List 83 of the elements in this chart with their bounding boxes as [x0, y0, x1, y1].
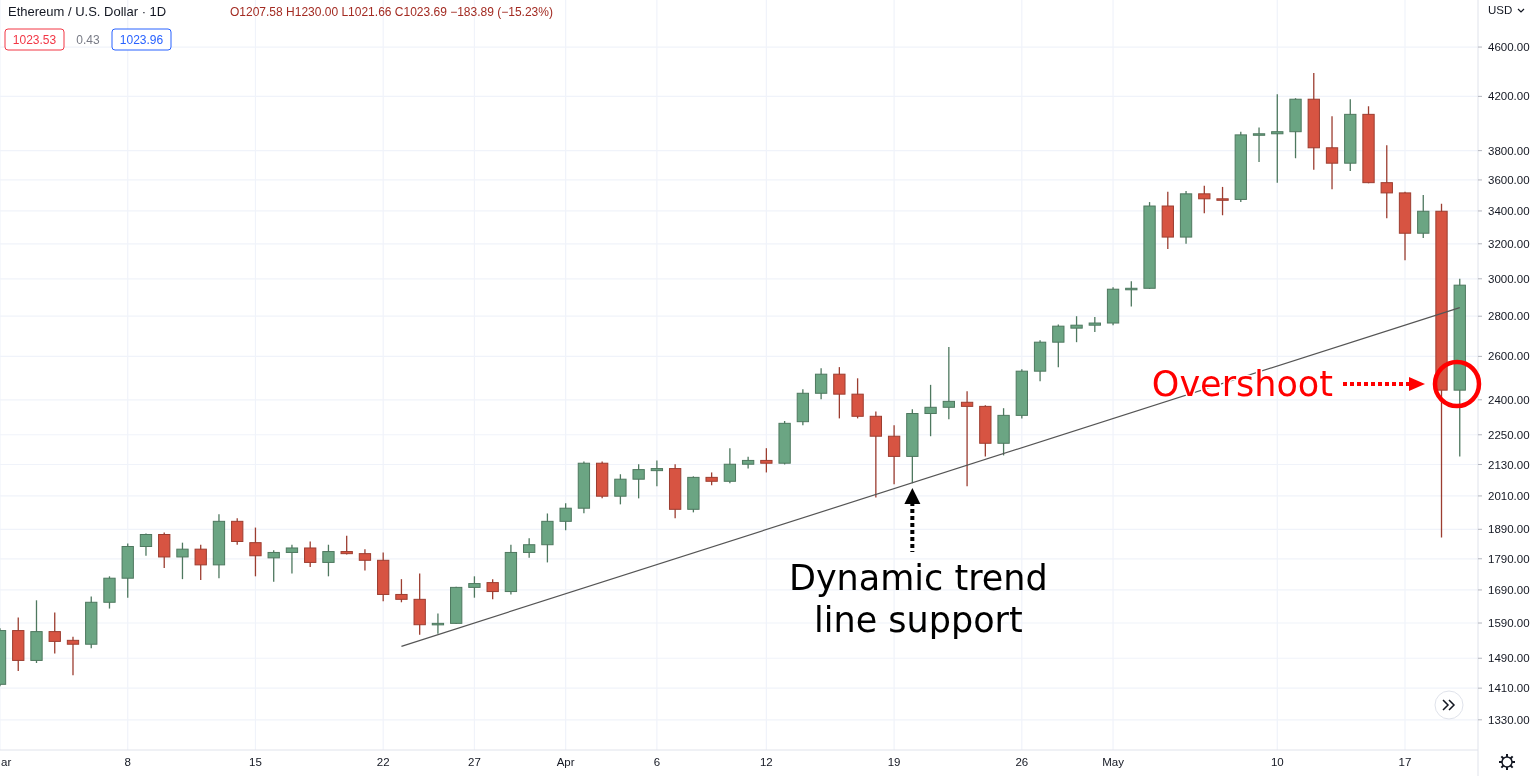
- x-tick-label: May: [1102, 756, 1125, 768]
- candlestick: [267, 549, 280, 583]
- candlestick: [924, 384, 937, 437]
- candlestick: [66, 636, 80, 676]
- candlestick: [176, 542, 189, 580]
- y-tick-label: 3000.00: [1488, 272, 1530, 285]
- candlestick: [723, 447, 737, 484]
- candlestick: [340, 535, 353, 556]
- candlestick: [194, 544, 207, 581]
- x-tick-label: 19: [887, 756, 901, 768]
- y-tick-label: 4200.00: [1488, 90, 1530, 103]
- candlestick: [814, 367, 828, 400]
- candlestick: [358, 548, 372, 572]
- candlestick: [1325, 115, 1339, 191]
- candlestick: [1417, 194, 1430, 239]
- candlestick: [869, 410, 883, 499]
- candlestick: [650, 459, 664, 487]
- y-tick-label: 3200.00: [1488, 237, 1530, 250]
- y-tick-label: 2800.00: [1488, 310, 1530, 323]
- y-tick-label: 1330.00: [1488, 713, 1530, 726]
- x-tick-label: 26: [1015, 756, 1029, 768]
- candlestick: [285, 544, 299, 575]
- candlestick: [960, 390, 974, 487]
- annotation: 1023.96: [119, 32, 164, 47]
- x-tick-label: 10: [1270, 756, 1284, 768]
- y-tick-label: 3400.00: [1488, 204, 1530, 217]
- candlestick: [833, 366, 846, 420]
- x-tick-label: 22: [376, 756, 390, 768]
- y-tick-label: 1790.00: [1488, 552, 1530, 565]
- y-tick-label: 2250.00: [1488, 428, 1530, 441]
- candlestick: [395, 578, 408, 603]
- annotation: Dynamic trend line support: [788, 557, 1048, 640]
- x-tick-label: 15: [249, 756, 262, 768]
- x-tick-label: 27: [468, 756, 481, 768]
- candlestick: [486, 578, 499, 600]
- x-tick-label: 8: [124, 756, 131, 768]
- candlestick: [851, 377, 864, 420]
- x-tick-label: ar: [1, 756, 12, 768]
- candlestick: [1380, 144, 1393, 219]
- y-tick-label: 2400.00: [1488, 393, 1530, 406]
- y-tick-label: 2600.00: [1488, 350, 1530, 363]
- y-tick-label: 1890.00: [1488, 523, 1530, 536]
- candlestick: [741, 456, 755, 470]
- y-tick-label: 1590.00: [1488, 617, 1530, 630]
- candlestick: [468, 575, 481, 599]
- candlestick: [158, 531, 171, 569]
- candlestick: [887, 424, 901, 485]
- x-tick-label: 17: [1398, 756, 1412, 768]
- y-tick-label: 3600.00: [1488, 173, 1530, 186]
- candlestick: [231, 517, 244, 546]
- candlestick: [1252, 126, 1266, 163]
- candlestick: [1070, 315, 1083, 343]
- x-tick-label: Apr: [556, 756, 575, 768]
- annotation: 1023.53: [12, 32, 57, 47]
- chart-title: Ethereum / U.S. Dollar · 1D: [8, 4, 167, 19]
- y-tick-label: 4600.00: [1488, 41, 1530, 54]
- candlestick: [1052, 323, 1065, 368]
- y-axis-title: USD: [1488, 4, 1513, 16]
- candlestick: [304, 540, 317, 568]
- candlestick: [1216, 186, 1229, 216]
- candlestick: [322, 544, 335, 577]
- y-tick-label: 2130.00: [1488, 458, 1530, 471]
- candlestick: [523, 537, 536, 559]
- chart-subtitle: O1207.58 H1230.00 L1021.66 C1023.69 −183.89 (−15.23%): [230, 5, 553, 19]
- candlestick: [1198, 185, 1211, 214]
- y-tick-label: 1690.00: [1488, 583, 1530, 596]
- x-tick-label: 12: [759, 756, 773, 768]
- y-tick-label: 1410.00: [1488, 682, 1530, 695]
- y-tick-label: 2010.00: [1488, 489, 1530, 502]
- candlestick: [431, 612, 445, 635]
- y-tick-label: 3800.00: [1488, 144, 1530, 157]
- candlestick: [760, 447, 773, 474]
- candlestick: [48, 611, 61, 655]
- candlestick: [1271, 93, 1284, 184]
- candlestick: [541, 512, 554, 564]
- x-tick-label: 6: [653, 756, 661, 768]
- candlestick: [614, 473, 627, 506]
- candlestick: [559, 502, 572, 531]
- candlestick: [942, 346, 955, 420]
- candlestick: [632, 463, 645, 500]
- candlestick: [249, 526, 262, 577]
- y-tick-label: 1490.00: [1488, 652, 1530, 665]
- annotation: 0.43: [76, 32, 100, 47]
